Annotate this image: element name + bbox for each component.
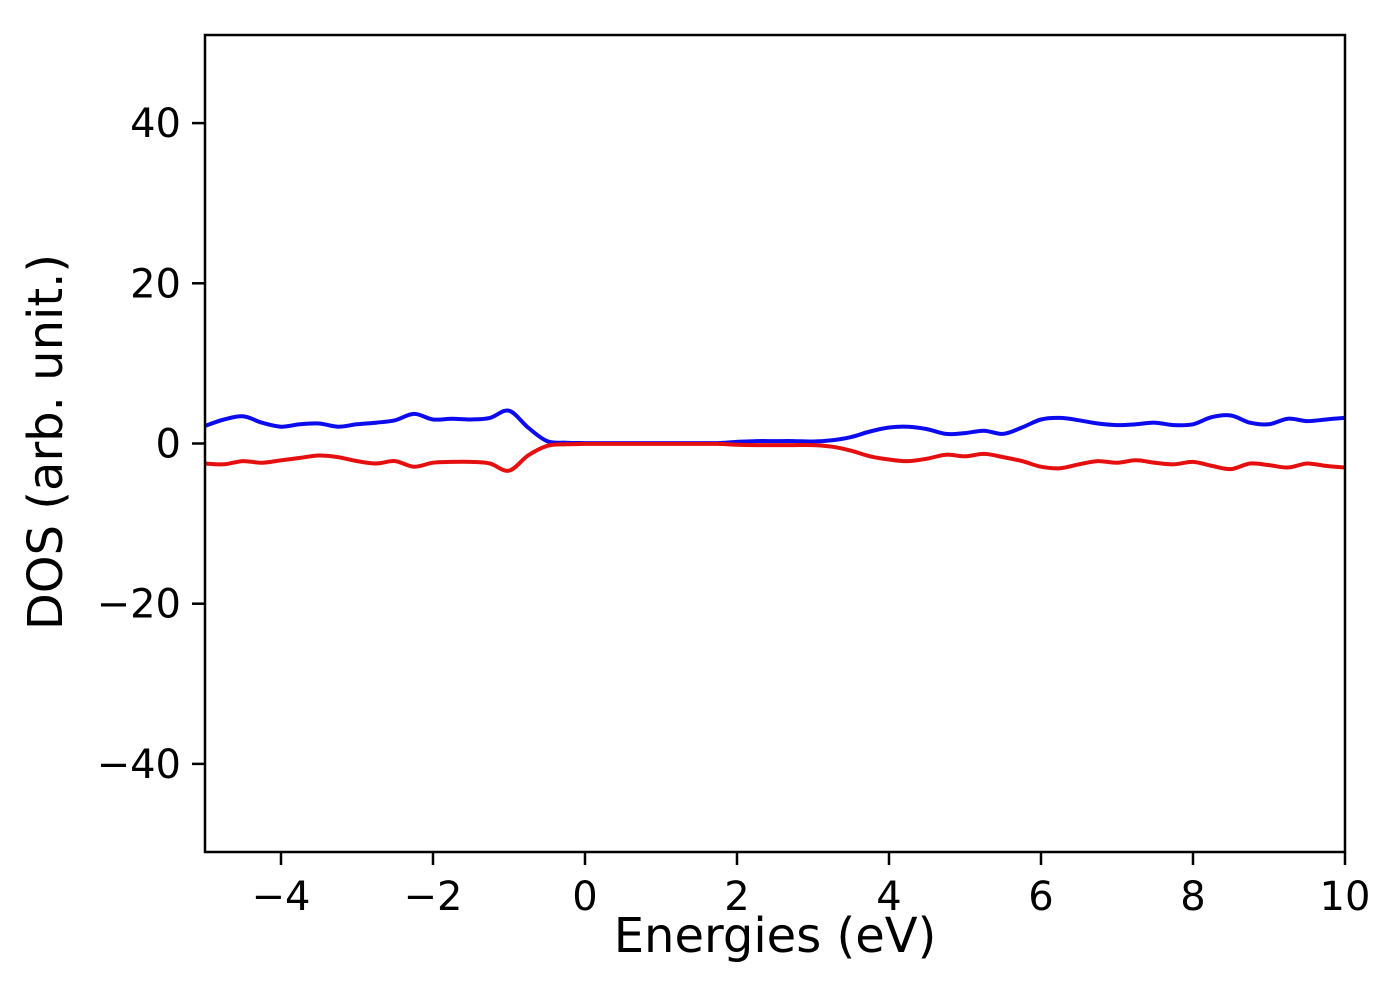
x-tick-label: −2 — [404, 874, 463, 920]
x-tick-label: 10 — [1320, 874, 1371, 920]
x-tick-label: −4 — [252, 874, 311, 920]
y-tick-label: 20 — [130, 261, 181, 307]
y-tick-label: 0 — [156, 422, 181, 468]
x-axis-label: Energies (eV) — [614, 908, 937, 964]
x-tick-label: 4 — [876, 874, 901, 920]
x-tick-label: 6 — [1028, 874, 1053, 920]
x-tick-label: 2 — [724, 874, 749, 920]
dos-spin-down-line — [205, 441, 1345, 473]
y-tick-label: −20 — [97, 582, 181, 628]
y-tick-label: 40 — [130, 101, 181, 147]
y-axis-label: DOS (arb. unit.) — [18, 254, 74, 630]
y-tick-label: −40 — [97, 742, 181, 788]
axes-spines — [203, 33, 1347, 854]
x-tick-label: 8 — [1180, 874, 1205, 920]
dos-spin-up-line — [205, 408, 1345, 446]
x-tick-label: 0 — [572, 874, 597, 920]
